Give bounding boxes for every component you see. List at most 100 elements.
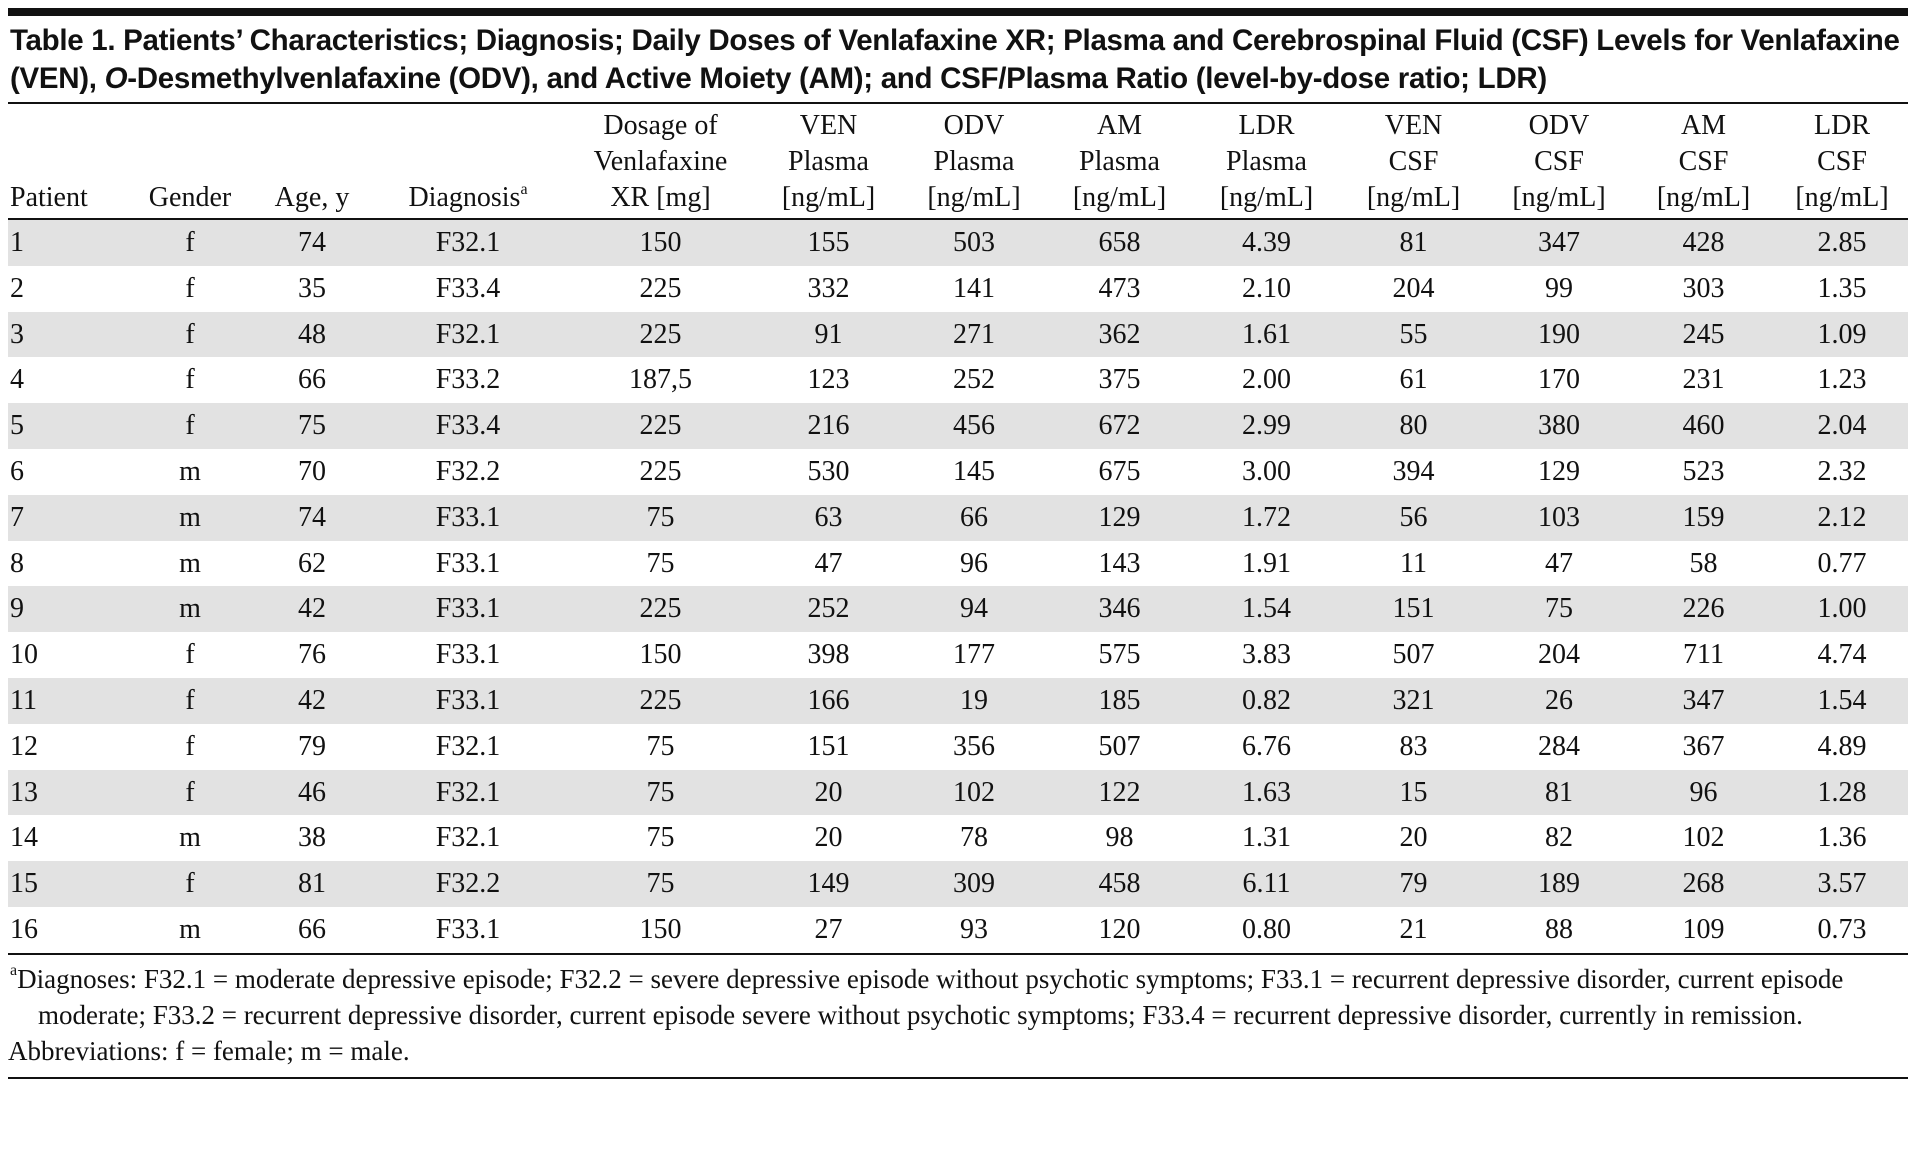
table-cell: 27 xyxy=(814,913,843,945)
table-row: 10 f 76 F33.1 150 398 177 575 3.83 507 204 711 4.74 xyxy=(8,632,1908,678)
table-cell: 0.80 xyxy=(1242,913,1291,945)
column-header: VEN CSF [ng/mL] xyxy=(1340,103,1487,219)
table-row: 7 m 74 F33.1 75 63 66 129 1.72 56 103 159 2.12 xyxy=(8,494,1908,541)
header-line: CSF xyxy=(1388,146,1439,177)
table-cell: 398 xyxy=(807,639,850,671)
table-cell: f xyxy=(185,639,195,671)
header-line: VEN xyxy=(799,110,858,141)
header-line: AM xyxy=(1096,110,1143,141)
table-cell: 81 xyxy=(298,868,326,900)
table-cell: 102 xyxy=(1682,822,1725,854)
table-cell: 3.00 xyxy=(1242,455,1291,487)
table-cell: 4.89 xyxy=(1817,730,1867,762)
table-cell: 4.74 xyxy=(1817,639,1867,671)
table-cell: 271 xyxy=(953,318,995,350)
header-line: [ng/mL] xyxy=(1656,182,1751,213)
table-cell: 3.57 xyxy=(1817,868,1867,900)
table-cell: m xyxy=(179,913,201,945)
table-cell: F33.1 xyxy=(435,639,501,671)
column-header: Age, y xyxy=(254,103,370,219)
header-line: VEN xyxy=(1384,110,1443,141)
header-line: Plasma xyxy=(1079,146,1160,177)
table-cell: 2.00 xyxy=(1242,364,1291,396)
table-cell: 42 xyxy=(298,593,326,625)
table-cell: 75 xyxy=(646,547,675,579)
header-line: CSF xyxy=(1817,146,1867,177)
table-cell: 46 xyxy=(298,776,326,808)
table-cell: 4 xyxy=(10,364,24,396)
table-cell: 56 xyxy=(1399,501,1428,533)
table-row: 15 f 81 F32.2 75 149 309 458 6.11 79 189 268 3.57 xyxy=(8,861,1908,907)
table-cell: 75 xyxy=(646,776,675,808)
table-cell: 347 xyxy=(1538,227,1580,258)
table-cell: 2.10 xyxy=(1242,272,1291,304)
header-line: Patient xyxy=(10,182,88,213)
table-cell: 1.36 xyxy=(1817,822,1867,854)
footnote: aDiagnoses: F32.1 = moderate depressive … xyxy=(8,961,1908,1033)
column-header: AM Plasma [ng/mL] xyxy=(1046,103,1193,219)
table-cell: 79 xyxy=(298,730,326,762)
column-header: LDR CSF [ng/mL] xyxy=(1776,103,1908,219)
table-cell: F32.2 xyxy=(435,455,501,487)
table-cell: f xyxy=(185,410,195,442)
table-cell: 216 xyxy=(807,410,850,442)
table-cell: 190 xyxy=(1538,318,1580,350)
table-cell: 58 xyxy=(1689,547,1718,579)
page: Table 1. Patients’ Characteristics; Diag… xyxy=(0,8,1916,1171)
table-cell: 42 xyxy=(298,684,326,716)
header-line: [ng/mL] xyxy=(1366,182,1461,213)
column-header: Diagnosisa xyxy=(370,103,566,219)
title-text: -Desmethylvenlafaxine (ODV), and Active … xyxy=(127,62,1547,95)
table-cell: 150 xyxy=(639,639,682,671)
table-cell: 473 xyxy=(1098,272,1141,304)
table-cell: 20 xyxy=(814,776,843,808)
footnote-text: Abbreviations: f = female; m = male. xyxy=(8,1035,410,1066)
table-cell: 1.35 xyxy=(1817,272,1867,304)
header-line: CSF xyxy=(1534,146,1584,177)
table-cell: 268 xyxy=(1682,868,1725,900)
table-cell: 7 xyxy=(10,501,24,533)
table-cell: 63 xyxy=(814,501,843,533)
table-cell: 166 xyxy=(807,684,850,716)
table-cell: 75 xyxy=(1545,593,1573,625)
table-cell: 2.12 xyxy=(1817,501,1867,533)
table-cell: 78 xyxy=(960,822,988,854)
table-cell: f xyxy=(185,227,195,258)
table-cell: 109 xyxy=(1682,913,1725,945)
table-cell: F32.1 xyxy=(435,822,501,854)
title-text: Table 1. Patients’ Characteristics; Diag… xyxy=(10,24,1900,95)
table-cell: 82 xyxy=(1545,822,1573,854)
header-row: Patient Gender Age, y Diagnosisa Dosage of Ve… xyxy=(8,103,1908,219)
table-cell: 16 xyxy=(10,913,38,945)
table-cell: 35 xyxy=(298,272,326,304)
table-cell: 458 xyxy=(1098,868,1141,900)
column-header: Gender xyxy=(126,103,254,219)
table-cell: 170 xyxy=(1538,364,1580,396)
table-cell: 75 xyxy=(646,868,675,900)
table-cell: f xyxy=(185,364,195,396)
table-cell: 507 xyxy=(1098,730,1141,762)
table-cell: 47 xyxy=(814,547,843,579)
table-cell: 70 xyxy=(298,455,326,487)
table-cell: m xyxy=(179,822,201,854)
table-cell: 189 xyxy=(1538,868,1580,900)
header-line: AM xyxy=(1680,110,1727,141)
table-cell: 321 xyxy=(1392,684,1435,716)
table-cell: 88 xyxy=(1545,913,1573,945)
table-cell: 80 xyxy=(1399,410,1428,442)
header-line: Plasma xyxy=(788,146,869,177)
table-cell: 523 xyxy=(1682,455,1725,487)
table-cell: 2 xyxy=(10,272,24,304)
table-cell: 5 xyxy=(10,410,24,442)
table-cell: 150 xyxy=(639,913,682,945)
table-cell: 1 xyxy=(10,227,24,258)
table-cell: 1.72 xyxy=(1242,501,1291,533)
table-cell: 658 xyxy=(1098,227,1141,258)
table-cell: 93 xyxy=(960,913,988,945)
table-cell: 3.83 xyxy=(1242,639,1291,671)
table-cell: 225 xyxy=(639,272,682,304)
table-cell: 252 xyxy=(953,364,995,396)
table-cell: 10 xyxy=(10,639,38,671)
header-line: ODV xyxy=(943,110,1005,141)
table-cell: 55 xyxy=(1399,318,1428,350)
